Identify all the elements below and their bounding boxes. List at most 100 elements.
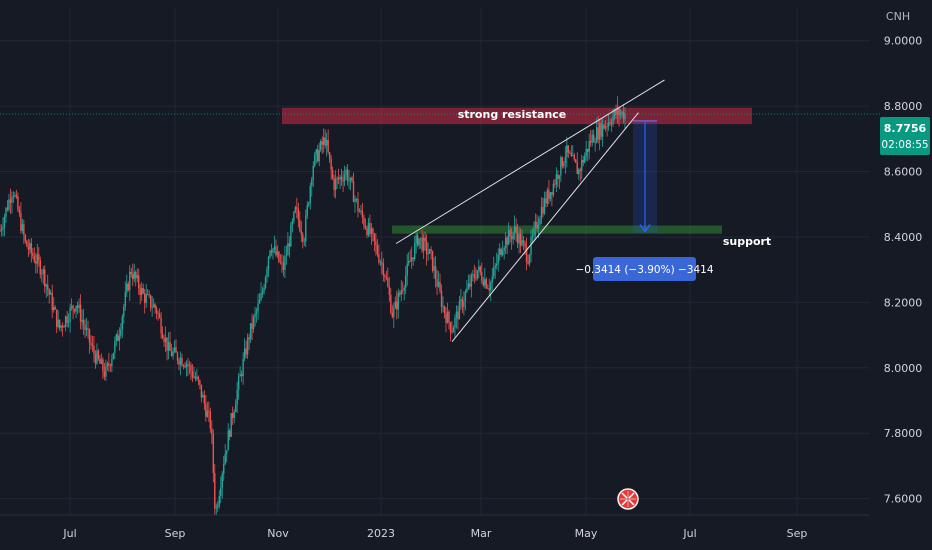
candle-body bbox=[217, 505, 219, 508]
y-tick-label: 8.8000 bbox=[884, 100, 923, 113]
candle bbox=[510, 227, 513, 250]
candle bbox=[151, 296, 153, 317]
candle bbox=[461, 296, 464, 314]
candle-body bbox=[276, 251, 279, 256]
candle bbox=[143, 288, 146, 314]
candle bbox=[267, 255, 270, 278]
candle-body bbox=[285, 255, 288, 257]
x-tick-label: 2023 bbox=[367, 527, 395, 540]
candle-body bbox=[581, 159, 583, 171]
candle bbox=[96, 343, 98, 366]
candle-body bbox=[299, 219, 301, 231]
candle bbox=[460, 288, 462, 310]
candle-body bbox=[595, 127, 598, 143]
candle-body bbox=[36, 254, 38, 264]
candle-body bbox=[346, 169, 349, 181]
candle-body bbox=[42, 269, 44, 274]
candle bbox=[607, 113, 610, 131]
candle-body bbox=[613, 109, 616, 117]
candle-body bbox=[543, 198, 546, 214]
candle-body bbox=[35, 261, 37, 264]
candle-body bbox=[318, 149, 320, 162]
candle bbox=[346, 164, 349, 186]
candle-body bbox=[130, 271, 132, 275]
resistance-zone bbox=[282, 107, 752, 125]
candle-body bbox=[454, 317, 456, 328]
candle bbox=[448, 309, 450, 330]
candle bbox=[182, 364, 185, 370]
candle-body bbox=[54, 307, 56, 310]
candle-body bbox=[589, 140, 592, 143]
candle bbox=[302, 232, 304, 249]
candle-body bbox=[87, 328, 89, 330]
candle bbox=[66, 310, 68, 328]
candle-body bbox=[124, 292, 126, 307]
candle bbox=[515, 218, 517, 242]
candle-body bbox=[102, 359, 104, 372]
candle-body bbox=[497, 254, 499, 264]
candle-body bbox=[384, 275, 386, 277]
candle-body bbox=[314, 154, 316, 166]
candle-body bbox=[52, 307, 55, 311]
candle-body bbox=[179, 357, 182, 365]
candle-body bbox=[303, 241, 305, 242]
candle-body bbox=[58, 319, 61, 328]
candle bbox=[487, 284, 489, 290]
flag-icon[interactable] bbox=[617, 488, 639, 510]
candle-body bbox=[230, 413, 232, 437]
candle-body bbox=[215, 507, 217, 509]
candle bbox=[282, 255, 285, 277]
candle-body bbox=[264, 277, 267, 288]
candle bbox=[342, 170, 344, 193]
candle-body bbox=[434, 265, 437, 279]
candle bbox=[470, 272, 473, 298]
candle bbox=[297, 202, 300, 228]
candle bbox=[345, 166, 347, 180]
candle bbox=[333, 174, 335, 198]
candle bbox=[242, 352, 244, 385]
candle bbox=[542, 197, 544, 218]
candle-body bbox=[105, 366, 107, 377]
candle bbox=[497, 248, 499, 272]
candle bbox=[261, 286, 264, 298]
candle-body bbox=[18, 210, 21, 213]
candle-body bbox=[14, 194, 16, 197]
candle-body bbox=[158, 314, 161, 318]
measure-label-box[interactable]: −0.3414 (−3.90%) −3414 bbox=[575, 257, 714, 281]
candle-body bbox=[99, 358, 101, 364]
candle bbox=[217, 500, 219, 512]
candle bbox=[305, 209, 307, 248]
candle bbox=[76, 301, 79, 315]
candle-body bbox=[575, 159, 577, 163]
candle-body bbox=[322, 137, 325, 145]
candle-body bbox=[464, 291, 467, 302]
candle-body bbox=[97, 350, 100, 359]
candle-body bbox=[455, 311, 458, 318]
candle bbox=[257, 293, 259, 320]
candle bbox=[90, 335, 92, 350]
time-axis: Jul Sep Nov 2023 Mar May Jul Sep bbox=[62, 527, 807, 540]
candle bbox=[384, 273, 386, 283]
candle-body bbox=[587, 148, 589, 152]
candle-body bbox=[582, 159, 584, 163]
candle bbox=[178, 357, 180, 371]
candle bbox=[500, 247, 502, 258]
candle bbox=[175, 339, 177, 353]
candle-body bbox=[81, 319, 83, 322]
candle bbox=[148, 290, 150, 299]
y-tick-label: 7.8000 bbox=[884, 427, 923, 440]
candle bbox=[202, 391, 204, 398]
candle-body bbox=[352, 181, 355, 202]
candle bbox=[270, 243, 273, 257]
candle bbox=[466, 279, 468, 294]
candle bbox=[11, 191, 13, 214]
candle-body bbox=[233, 412, 235, 419]
candle bbox=[582, 155, 584, 167]
candle bbox=[114, 336, 116, 360]
candle-body bbox=[26, 241, 28, 247]
candle-body bbox=[431, 250, 434, 271]
candle bbox=[45, 283, 47, 298]
candle bbox=[14, 191, 16, 199]
candle bbox=[563, 160, 565, 169]
